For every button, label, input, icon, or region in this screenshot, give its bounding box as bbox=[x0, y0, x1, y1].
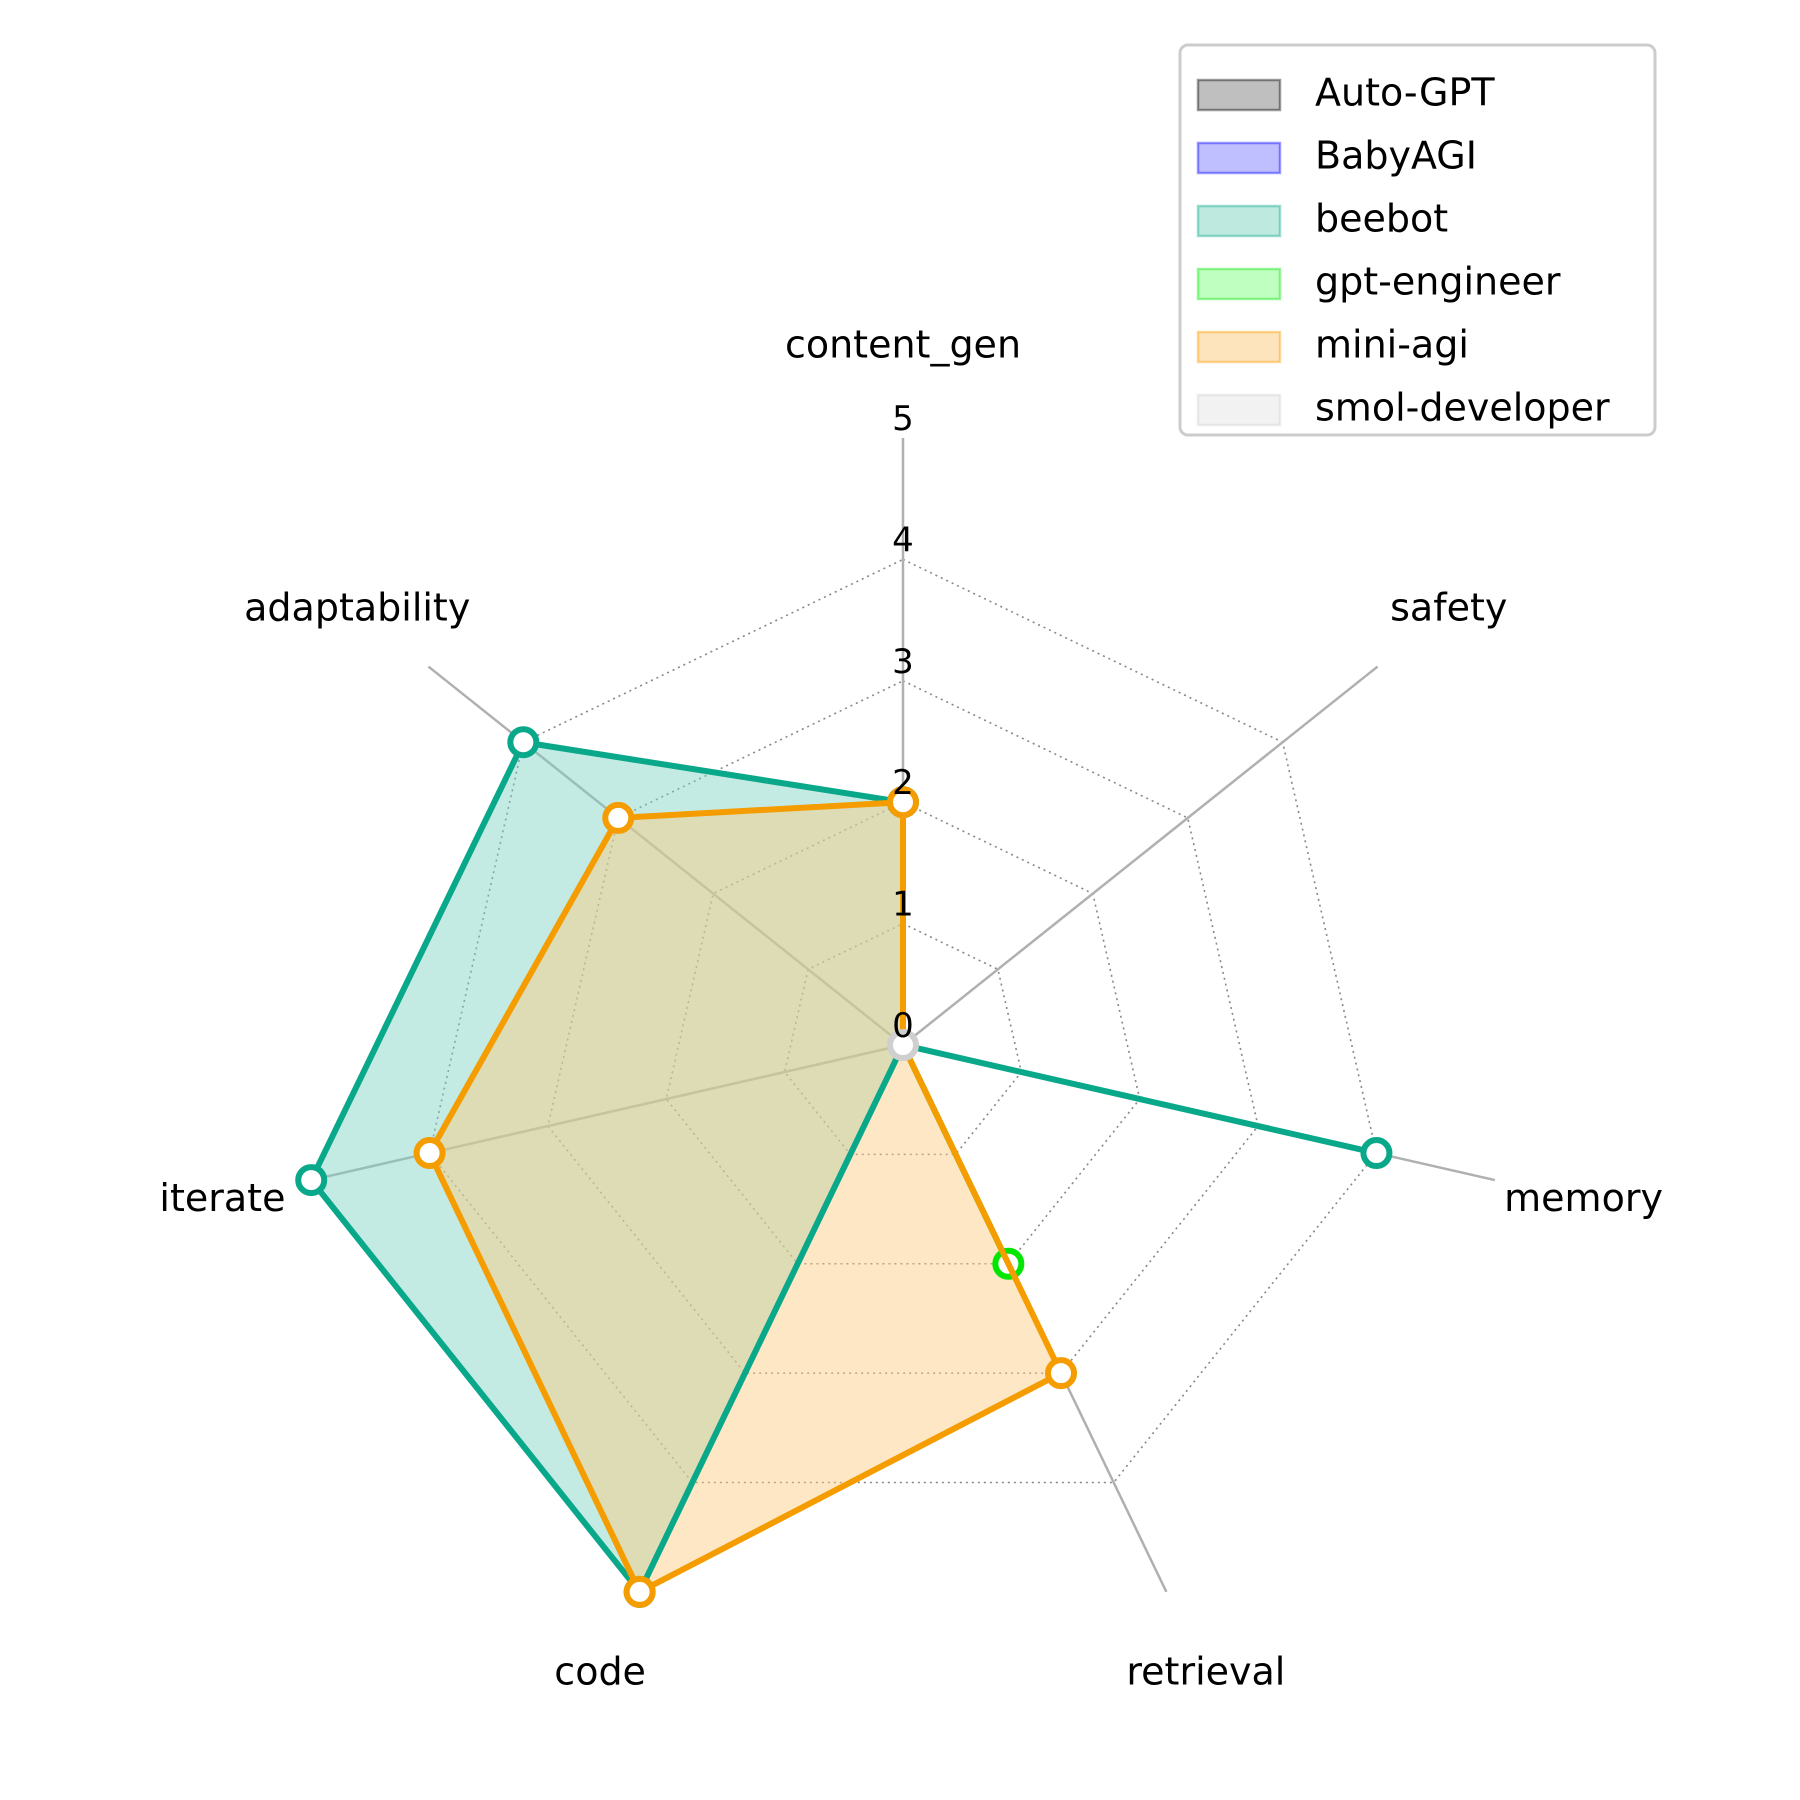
grid-ring-3 bbox=[547, 679, 1259, 1374]
axis-label-adaptability: adaptability bbox=[244, 585, 470, 629]
legend-label-Auto-GPT: Auto-GPT bbox=[1315, 71, 1495, 115]
legend-item-Auto-GPT[interactable]: Auto-GPT bbox=[1196, 71, 1495, 115]
point-mini-agi-content_gen bbox=[887, 786, 919, 819]
series-line-beebot bbox=[307, 738, 1378, 1598]
legend-label-mini-agi: mini-agi bbox=[1315, 323, 1469, 367]
legend-label-beebot: beebot bbox=[1315, 197, 1448, 241]
tick-label-3: 3 bbox=[892, 642, 914, 682]
data-series bbox=[295, 726, 1393, 1608]
legend-label-BabyAGI: BabyAGI bbox=[1315, 134, 1477, 178]
series-area-mini-agi bbox=[429, 802, 1062, 1592]
legend-swatch-mini-agi bbox=[1196, 330, 1282, 364]
legend-item-smol-developer[interactable]: smol-developer bbox=[1196, 386, 1610, 430]
tick-label-2: 2 bbox=[892, 763, 914, 803]
legend-item-mini-agi[interactable]: mini-agi bbox=[1196, 323, 1469, 367]
spoke-iterate bbox=[310, 1043, 904, 1182]
point-beebot-iterate bbox=[295, 1164, 328, 1197]
tick-label-4: 4 bbox=[892, 520, 914, 560]
legend-swatch-gpt-engineer bbox=[1196, 267, 1282, 301]
legend-item-beebot[interactable]: beebot bbox=[1196, 197, 1448, 241]
spoke-safety bbox=[902, 665, 1379, 1046]
legend-swatch-Auto-GPT bbox=[1196, 78, 1282, 112]
legend-item-BabyAGI[interactable]: BabyAGI bbox=[1196, 134, 1477, 178]
point-mini-agi-adaptability bbox=[602, 801, 635, 834]
axis-label-content_gen: content_gen bbox=[785, 322, 1021, 366]
point-mini-agi-retrieval bbox=[1045, 1357, 1078, 1390]
point-beebot-adaptability bbox=[507, 726, 540, 759]
axis-label-iterate: iterate bbox=[159, 1176, 285, 1220]
point-mini-agi-iterate bbox=[413, 1137, 446, 1170]
legend-frame bbox=[1178, 43, 1657, 437]
legend-label-gpt-engineer: gpt-engineer bbox=[1315, 260, 1561, 304]
axis-label-safety: safety bbox=[1390, 585, 1507, 629]
legend[interactable]: Auto-GPT BabyAGI beebot gpt-engineer mini-ag… bbox=[1178, 43, 1657, 437]
legend-swatch-beebot bbox=[1196, 204, 1282, 238]
legend-swatch-BabyAGI bbox=[1196, 141, 1282, 175]
legend-label-smol-developer: smol-developer bbox=[1315, 386, 1610, 430]
tick-label-0: 0 bbox=[892, 1006, 914, 1046]
spoke-adaptability bbox=[427, 665, 904, 1046]
axis-label-code: code bbox=[554, 1649, 646, 1693]
legend-swatch-smol-developer bbox=[1196, 393, 1282, 427]
axis-label-memory: memory bbox=[1504, 1176, 1663, 1220]
point-mini-agi-code bbox=[623, 1575, 656, 1608]
radial-tick-labels: 0 1 2 3 4 5 bbox=[892, 399, 914, 1046]
point-center bbox=[887, 1029, 919, 1061]
tick-label-5: 5 bbox=[892, 399, 914, 439]
tick-label-1: 1 bbox=[892, 885, 914, 925]
point-beebot-memory bbox=[1360, 1137, 1393, 1170]
legend-item-gpt-engineer[interactable]: gpt-engineer bbox=[1196, 260, 1561, 304]
axis-label-retrieval: retrieval bbox=[1126, 1649, 1285, 1693]
